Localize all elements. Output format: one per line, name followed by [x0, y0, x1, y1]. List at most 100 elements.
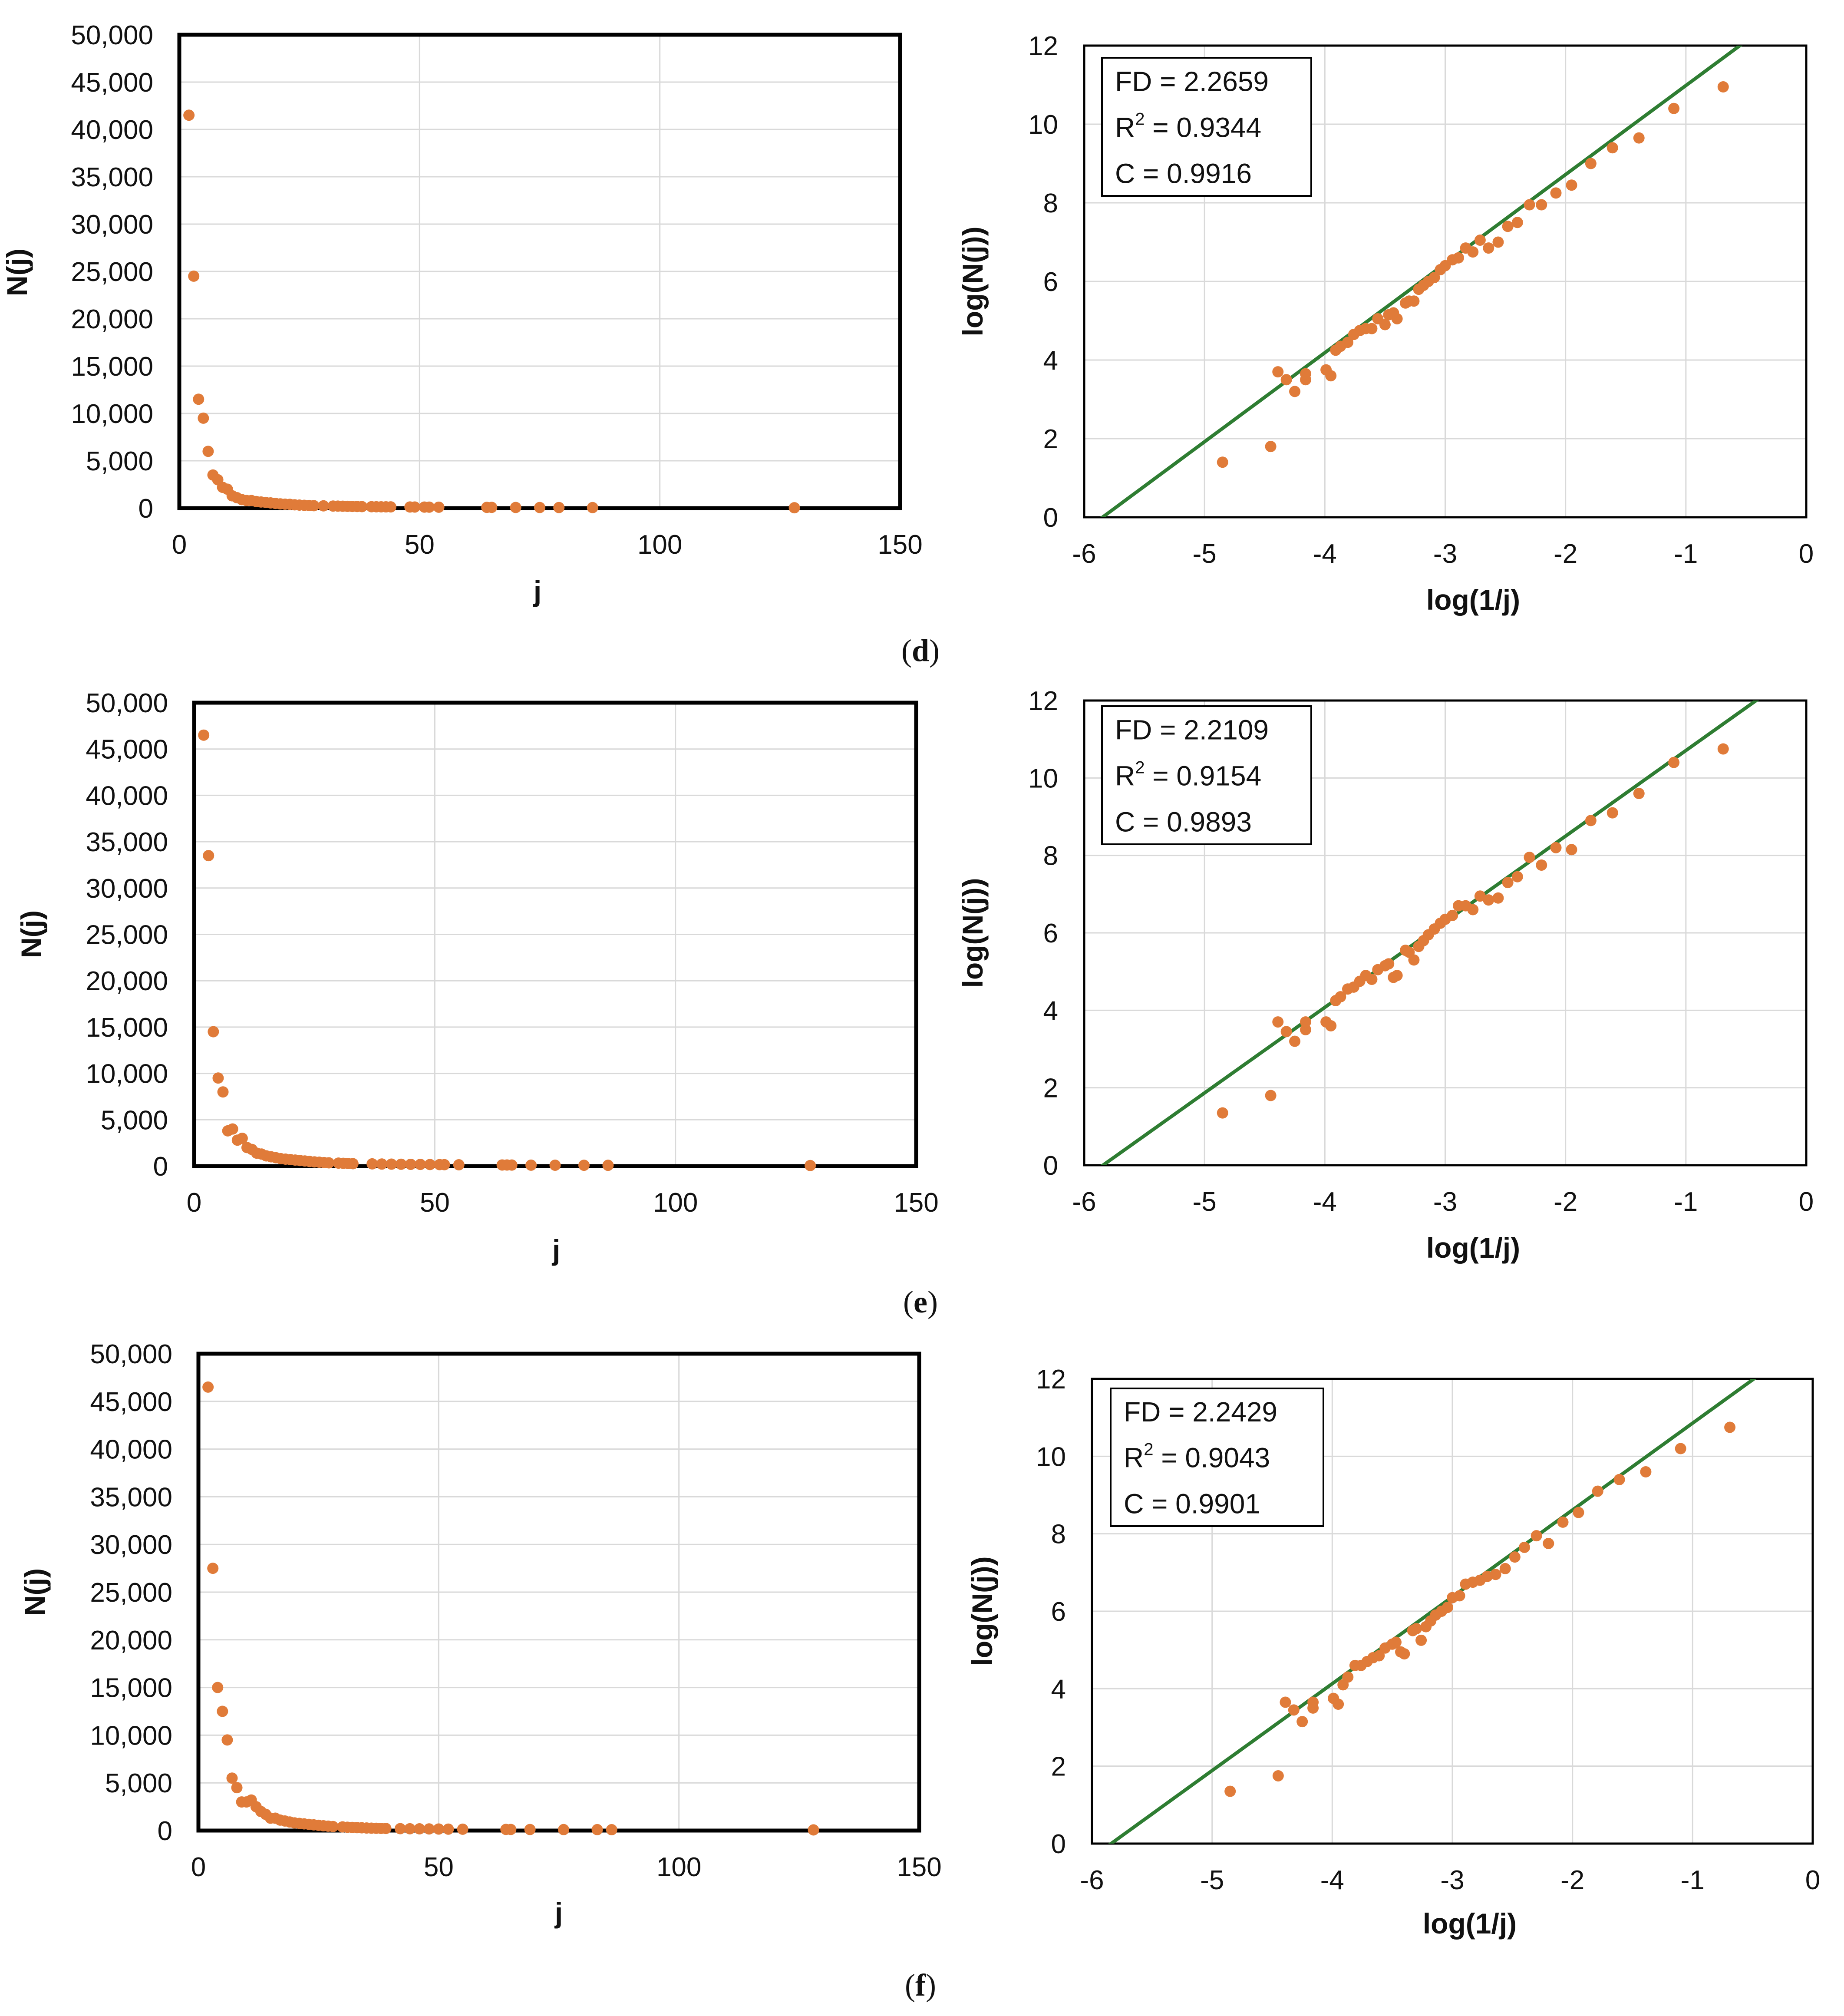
- data-point: [1300, 368, 1311, 380]
- x-axis-title: j: [554, 1897, 563, 1929]
- x-tick-label: 0: [191, 1852, 206, 1882]
- y-tick-label: 4: [1043, 346, 1058, 376]
- chart-f-right: -6 -5 -4 -3 -2 -1 0 0 2 4 6 8 10 12 log(1/j) log(N(j)) F…: [966, 1365, 1820, 1940]
- x-tick-label: 50: [424, 1852, 454, 1882]
- x-tick-label: -2: [1560, 1865, 1584, 1895]
- y-tick-label: 0: [158, 1816, 172, 1846]
- stats-box: FD = 2.2109 R2 = 0.9154 C = 0.9893: [1101, 705, 1312, 845]
- data-point: [347, 1158, 359, 1170]
- data-point: [1490, 1569, 1501, 1580]
- data-point: [1675, 1443, 1686, 1454]
- panel-label-f: (f): [905, 1968, 936, 2003]
- data-point: [1337, 1679, 1349, 1691]
- plot-frame: [1091, 1378, 1814, 1845]
- data-point: [1550, 842, 1562, 853]
- data-point: [236, 1132, 248, 1144]
- data-point: [308, 500, 320, 512]
- data-point: [1717, 81, 1729, 93]
- data-point: [376, 1158, 388, 1170]
- y-axis-title: N(j): [19, 1568, 51, 1616]
- panel-label-d: (d): [901, 633, 940, 668]
- stats-box-frame: [1101, 705, 1312, 845]
- data-point: [505, 1824, 517, 1835]
- x-tick-label: -6: [1072, 1187, 1096, 1217]
- y-tick-label: 40,000: [86, 781, 168, 811]
- x-tick-label: 50: [420, 1188, 450, 1218]
- chart-f-left: 0 50 100 150 0 5,000 10,000 15,000 20,000 25,000 3…: [19, 1339, 942, 1929]
- data-point: [549, 1159, 561, 1171]
- data-point: [1606, 807, 1618, 819]
- data-point: [1372, 964, 1384, 975]
- x-tick-label: -4: [1313, 1187, 1337, 1217]
- data-point: [1320, 1016, 1332, 1028]
- data-point: [606, 1824, 617, 1836]
- data-point: [183, 109, 195, 121]
- data-point: [212, 1682, 224, 1693]
- c-stat: C = 0.9901: [1124, 1488, 1260, 1519]
- data-point: [553, 502, 565, 513]
- stats-box: FD = 2.2659 R2 = 0.9344 C = 0.9916: [1101, 57, 1312, 197]
- x-tick-label: -1: [1674, 1187, 1698, 1217]
- data-point: [212, 1072, 224, 1084]
- data-point: [409, 501, 421, 513]
- y-tick-label: 4: [1051, 1674, 1066, 1704]
- data-point: [1460, 242, 1471, 254]
- series-points: [198, 729, 816, 1171]
- fd-stat: FD = 2.2109: [1115, 714, 1269, 745]
- data-point: [1483, 894, 1494, 906]
- x-tick-label: 0: [172, 530, 187, 560]
- data-point: [1348, 329, 1359, 340]
- data-point: [1502, 877, 1514, 889]
- y-tick-label: 5,000: [105, 1768, 172, 1798]
- data-point: [1413, 941, 1425, 952]
- y-tick-label: 45,000: [86, 735, 168, 765]
- x-tick-label: 150: [894, 1188, 938, 1218]
- y-tick-label: 15,000: [71, 352, 153, 382]
- x-tick-label: -3: [1433, 1187, 1457, 1217]
- data-point: [1395, 1646, 1407, 1658]
- y-tick-label: 10,000: [71, 399, 153, 429]
- data-point: [1724, 1421, 1736, 1433]
- y-tick-label: 6: [1051, 1597, 1066, 1627]
- data-point: [1633, 132, 1645, 144]
- data-point: [1447, 1592, 1458, 1603]
- fd-stat: FD = 2.2659: [1115, 66, 1269, 97]
- y-tick-label: 2: [1043, 1074, 1058, 1104]
- y-tick-label: 35,000: [71, 162, 153, 192]
- data-point: [1300, 1024, 1311, 1035]
- y-tick-label: 2: [1043, 424, 1058, 454]
- data-point: [1407, 1625, 1418, 1636]
- data-point: [524, 1824, 536, 1835]
- data-point: [1483, 242, 1494, 254]
- x-tick-label: 100: [656, 1852, 701, 1882]
- data-point: [318, 500, 329, 512]
- data-point: [1296, 1716, 1308, 1728]
- y-tick-label: 50,000: [90, 1339, 172, 1369]
- data-point: [1217, 456, 1228, 468]
- y-tick-label: 15,000: [86, 1013, 168, 1043]
- data-point: [1379, 1642, 1391, 1654]
- r2-stat: R2 = 0.9154: [1115, 758, 1261, 791]
- data-point: [217, 1705, 228, 1717]
- data-point: [1265, 1090, 1277, 1101]
- y-tick-label: 6: [1043, 267, 1058, 297]
- y-tick-label: 40,000: [71, 115, 153, 145]
- data-point: [386, 1158, 397, 1170]
- data-point: [788, 502, 800, 514]
- y-tick-label: 5,000: [86, 446, 153, 476]
- data-point: [202, 446, 214, 457]
- x-tick-label: -3: [1433, 539, 1457, 569]
- data-point: [1536, 199, 1547, 211]
- x-tick-label: 150: [877, 530, 922, 560]
- data-point: [394, 1823, 406, 1834]
- r2-stat: R2 = 0.9043: [1124, 1440, 1270, 1474]
- data-point: [510, 502, 521, 513]
- data-point: [1224, 1785, 1236, 1797]
- data-point: [578, 1160, 590, 1171]
- data-point: [457, 1823, 468, 1835]
- c-stat: C = 0.9916: [1115, 158, 1252, 189]
- data-point: [1585, 158, 1597, 169]
- x-tick-label: 150: [897, 1852, 941, 1882]
- x-tick-label: -2: [1554, 539, 1577, 569]
- y-tick-label: 0: [153, 1152, 168, 1182]
